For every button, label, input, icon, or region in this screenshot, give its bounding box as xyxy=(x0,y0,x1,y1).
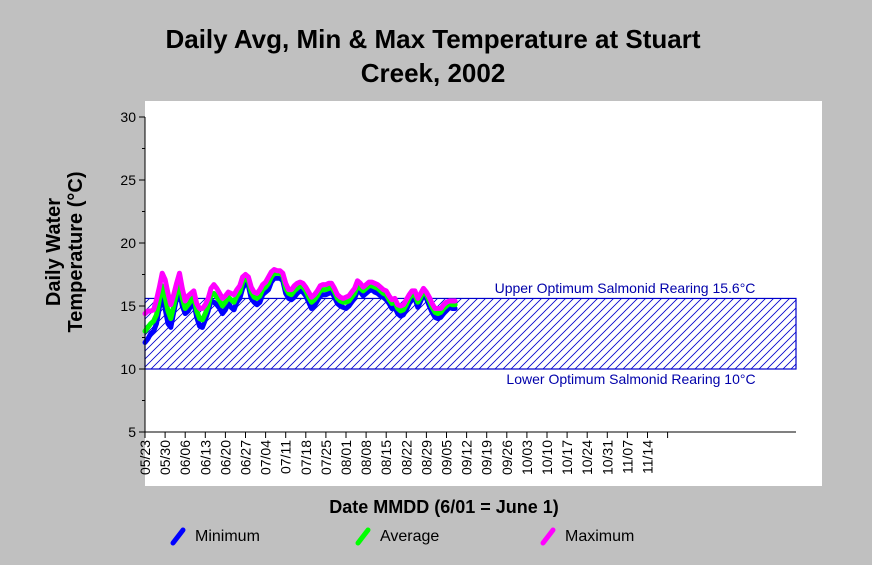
x-tick-label: 07/11 xyxy=(278,440,294,474)
lower-optimum-label: Lower Optimum Salmonid Rearing 10°C xyxy=(506,371,755,387)
legend-label-average: Average xyxy=(380,528,439,545)
x-tick-label: 09/12 xyxy=(459,440,475,475)
x-axis-title: Date MMDD (6/01 = June 1) xyxy=(329,497,559,517)
y-tick-label: 15 xyxy=(120,298,136,314)
x-tick-label: 11/07 xyxy=(619,440,635,474)
legend-swatch-average xyxy=(355,527,371,546)
x-tick-label: 10/10 xyxy=(539,440,555,475)
y-axis-title-line2: Temperature (°C) xyxy=(65,172,87,333)
x-tick-label: 06/06 xyxy=(177,440,193,475)
legend: Minimum Average Maximum xyxy=(170,527,634,546)
y-tick-label: 5 xyxy=(128,424,136,440)
legend-label-minimum: Minimum xyxy=(195,528,260,545)
x-tick-label: 09/05 xyxy=(439,440,455,475)
x-tick-label: 10/24 xyxy=(579,440,595,475)
x-tick-label: 08/08 xyxy=(358,440,374,475)
x-tick-label: 08/29 xyxy=(418,440,434,475)
legend-label-maximum: Maximum xyxy=(565,528,634,545)
y-axis-title-line1: Daily Water xyxy=(43,198,65,306)
legend-swatch-maximum xyxy=(540,527,556,546)
x-tick-label: 07/25 xyxy=(318,440,334,475)
chart-title-line2: Creek, 2002 xyxy=(361,58,506,88)
x-tick-label: 06/27 xyxy=(238,440,254,475)
legend-swatch-minimum xyxy=(170,527,186,546)
x-tick-label: 06/20 xyxy=(217,440,233,475)
y-tick-label: 25 xyxy=(120,172,136,188)
x-tick-label: 10/17 xyxy=(559,440,575,475)
x-tick-label: 08/22 xyxy=(398,440,414,475)
x-tick-label: 11/14 xyxy=(640,440,656,474)
y-tick-label: 20 xyxy=(120,235,136,251)
x-tick-label: 10/31 xyxy=(599,440,615,475)
axes: 5 10 15 20 25 30 05/23 05/30 06/06 06/13 06/20 06/2… xyxy=(120,109,796,475)
x-tick-label: 08/15 xyxy=(378,440,394,475)
chart-title-line1: Daily Avg, Min & Max Temperature at Stua… xyxy=(165,24,700,54)
series-lines xyxy=(142,267,458,345)
x-tick-label: 06/13 xyxy=(197,440,213,475)
x-tick-label: 05/30 xyxy=(157,440,173,475)
y-tick-label: 10 xyxy=(120,361,136,377)
y-tick-label: 30 xyxy=(120,109,136,125)
x-tick-label: 10/03 xyxy=(519,440,535,475)
y-axis-title: Daily Water Temperature (°C) xyxy=(43,172,87,333)
x-tick-label: 05/23 xyxy=(137,440,153,475)
optimum-band-rect xyxy=(144,297,797,370)
upper-optimum-label: Upper Optimum Salmonid Rearing 15.6°C xyxy=(495,280,756,296)
x-tick-label: 07/04 xyxy=(258,440,274,475)
x-tick-label: 09/26 xyxy=(499,440,515,475)
series-line-maximum xyxy=(142,267,458,317)
optimum-band xyxy=(144,297,797,370)
x-tick-label: 07/18 xyxy=(298,440,314,475)
series-line-average xyxy=(142,270,458,334)
x-tick-label: 08/01 xyxy=(338,440,354,475)
x-tick-label: 09/19 xyxy=(479,440,495,475)
